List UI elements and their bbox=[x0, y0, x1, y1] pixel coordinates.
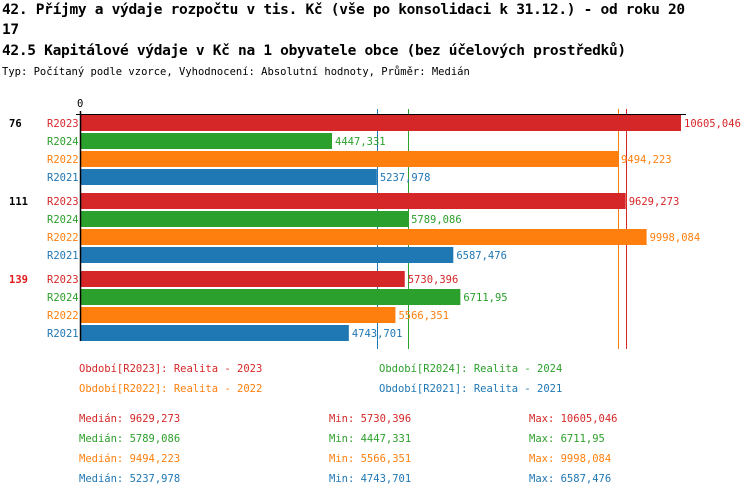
bar-series-label: R2021 bbox=[47, 172, 79, 184]
bar-series-label: R2023 bbox=[47, 196, 79, 208]
bar-series-label: R2023 bbox=[47, 118, 79, 130]
bar-value-label: 10605,046 bbox=[684, 118, 741, 130]
stat-median: Medián: 5237,978 bbox=[79, 473, 181, 485]
bar-R2022 bbox=[80, 307, 396, 323]
bar-series-label: R2024 bbox=[47, 292, 79, 304]
group-label: 76 bbox=[9, 118, 22, 130]
bar-series-label: R2023 bbox=[47, 274, 79, 286]
bar-R2022 bbox=[80, 151, 619, 167]
legend-item: Období[R2023]: Realita - 2023 bbox=[79, 363, 263, 375]
bar-value-label: 6711,95 bbox=[463, 292, 507, 304]
stat-min: Min: 5730,396 bbox=[329, 413, 412, 425]
bar-R2021 bbox=[80, 169, 377, 185]
group-label: 139 bbox=[9, 274, 28, 286]
bar-value-label: 9629,273 bbox=[629, 196, 680, 208]
bar-value-label: 9494,223 bbox=[621, 154, 672, 166]
bar-R2021 bbox=[80, 325, 349, 341]
bar-value-label: 4743,701 bbox=[352, 328, 403, 340]
stat-max: Max: 6711,95 bbox=[529, 433, 605, 445]
zero-tick-label: 0 bbox=[77, 98, 83, 110]
title-line-3: 42.5 Kapitálové výdaje v Kč na 1 obyvate… bbox=[2, 43, 626, 59]
bar-value-label: 5730,396 bbox=[408, 274, 459, 286]
bar-R2023 bbox=[80, 115, 681, 131]
title-line-1: 42. Příjmy a výdaje rozpočtu v tis. Kč (… bbox=[2, 2, 685, 18]
bar-series-label: R2021 bbox=[47, 250, 79, 262]
legend-item: Období[R2024]: Realita - 2024 bbox=[379, 363, 563, 375]
stat-max: Max: 9998,084 bbox=[529, 453, 612, 465]
bar-series-label: R2022 bbox=[47, 310, 79, 322]
bar-series-label: R2024 bbox=[47, 136, 79, 148]
bar-value-label: 5789,086 bbox=[411, 214, 462, 226]
bar-value-label: 5237,978 bbox=[380, 172, 431, 184]
stat-max: Max: 10605,046 bbox=[529, 413, 618, 425]
legend-item: Období[R2021]: Realita - 2021 bbox=[379, 383, 563, 395]
subtitle: Typ: Počítaný podle vzorce, Vyhodnocení:… bbox=[2, 66, 470, 78]
group-label: 111 bbox=[9, 196, 28, 208]
bar-value-label: 4447,331 bbox=[335, 136, 386, 148]
bar-series-label: R2022 bbox=[47, 232, 79, 244]
stat-min: Min: 5566,351 bbox=[329, 453, 412, 465]
bar-R2024 bbox=[80, 289, 461, 305]
bar-R2023 bbox=[80, 271, 405, 287]
bar-value-label: 6587,476 bbox=[456, 250, 507, 262]
bar-R2024 bbox=[80, 133, 333, 149]
stat-median: Medián: 9629,273 bbox=[79, 413, 181, 425]
stat-max: Max: 6587,476 bbox=[529, 473, 612, 485]
bar-R2023 bbox=[80, 193, 626, 209]
bar-R2024 bbox=[80, 211, 409, 227]
bar-R2022 bbox=[80, 229, 647, 245]
bar-value-label: 9998,084 bbox=[650, 232, 701, 244]
stat-min: Min: 4447,331 bbox=[329, 433, 412, 445]
stat-median: Medián: 5789,086 bbox=[79, 433, 181, 445]
bar-value-label: 5566,351 bbox=[398, 310, 449, 322]
stat-median: Medián: 9494,223 bbox=[79, 453, 181, 465]
legend-item: Období[R2022]: Realita - 2022 bbox=[79, 383, 263, 395]
bar-R2021 bbox=[80, 247, 454, 263]
stat-min: Min: 4743,701 bbox=[329, 473, 412, 485]
bar-series-label: R2024 bbox=[47, 214, 79, 226]
bar-series-label: R2021 bbox=[47, 328, 79, 340]
bar-series-label: R2022 bbox=[47, 154, 79, 166]
title-line-2: 17 bbox=[2, 22, 19, 38]
